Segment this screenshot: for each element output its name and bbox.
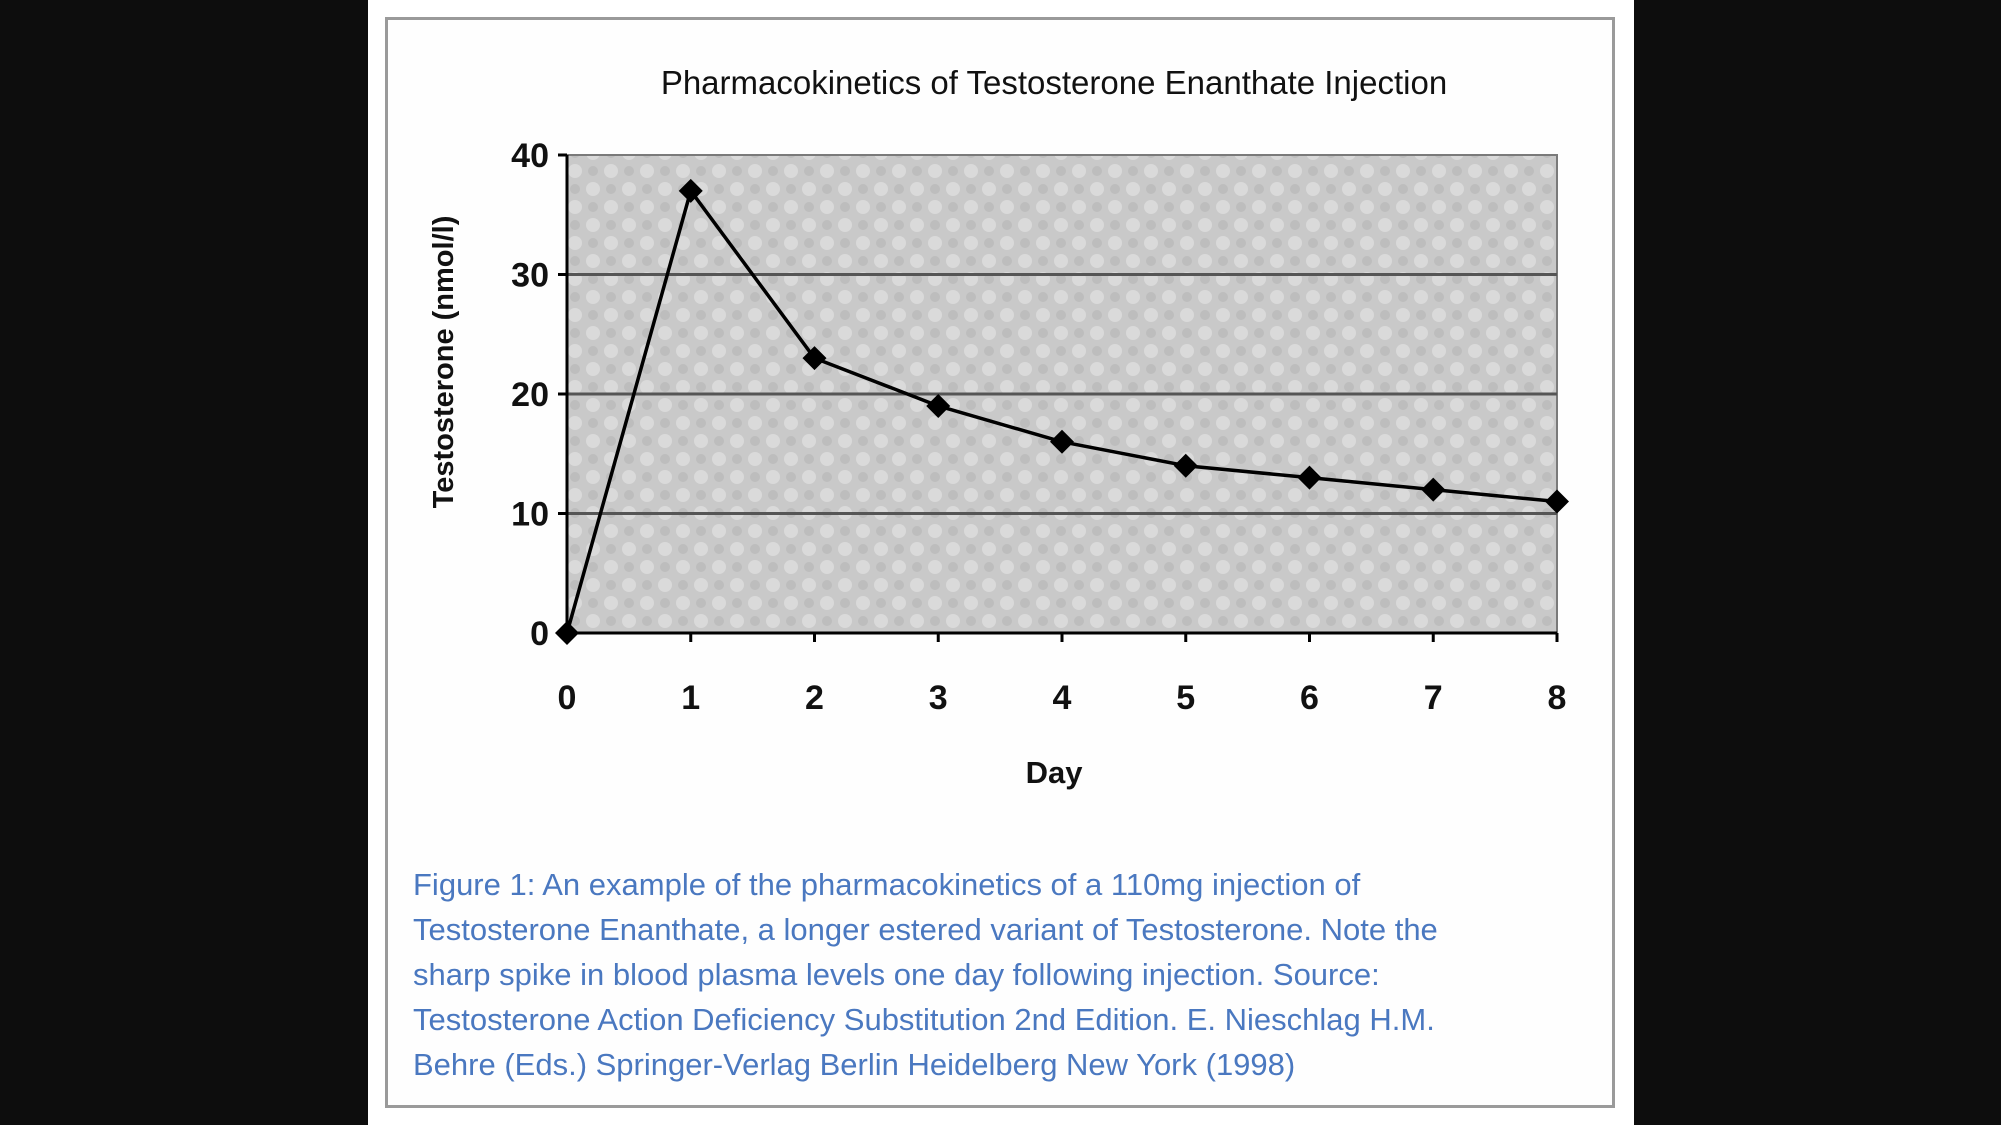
data-point-marker — [1173, 453, 1198, 478]
data-point-marker — [1050, 429, 1074, 454]
y-tick-label: 10 — [511, 496, 549, 534]
x-tick-label: 6 — [1300, 679, 1319, 717]
x-tick-label: 5 — [1176, 679, 1195, 717]
y-tick-label: 30 — [511, 257, 549, 295]
data-point-marker — [1297, 465, 1322, 490]
x-tick-label: 1 — [681, 679, 700, 717]
x-tick-label: 0 — [558, 679, 577, 717]
data-point-marker — [1421, 477, 1446, 502]
data-point-marker — [926, 393, 951, 418]
x-tick-label: 2 — [805, 679, 824, 717]
x-axis-label: Day — [1026, 755, 1084, 790]
y-tick-label: 0 — [530, 615, 549, 653]
x-tick-label: 4 — [1053, 679, 1072, 717]
caption-line: sharp spike in blood plasma levels one d… — [413, 957, 1380, 992]
data-point-marker — [802, 346, 827, 371]
data-point-marker — [555, 621, 579, 645]
x-tick-label: 8 — [1548, 679, 1567, 717]
x-tick-label: 3 — [929, 679, 948, 717]
caption-line: Testosterone Enanthate, a longer estered… — [413, 912, 1438, 947]
data-point-marker — [678, 178, 703, 203]
figure-caption: Figure 1: An example of the pharmacokine… — [413, 862, 1583, 1087]
x-tick-label: 7 — [1424, 679, 1443, 717]
caption-line: Testosterone Action Deficiency Substitut… — [413, 1002, 1435, 1037]
chart-title: Pharmacokinetics of Testosterone Enantha… — [661, 64, 1447, 101]
caption-line: Figure 1: An example of the pharmacokine… — [413, 867, 1361, 902]
y-tick-label: 20 — [511, 376, 549, 414]
line-chart: Pharmacokinetics of Testosterone Enantha… — [428, 64, 1569, 790]
y-axis-label: Testosterone (nmol/l) — [428, 216, 460, 509]
y-tick-label: 40 — [511, 137, 549, 175]
caption-line: Behre (Eds.) Springer-Verlag Berlin Heid… — [413, 1047, 1296, 1082]
figure-panel: Pharmacokinetics of Testosterone Enantha… — [368, 0, 1634, 1125]
data-point-marker — [1545, 489, 1569, 514]
